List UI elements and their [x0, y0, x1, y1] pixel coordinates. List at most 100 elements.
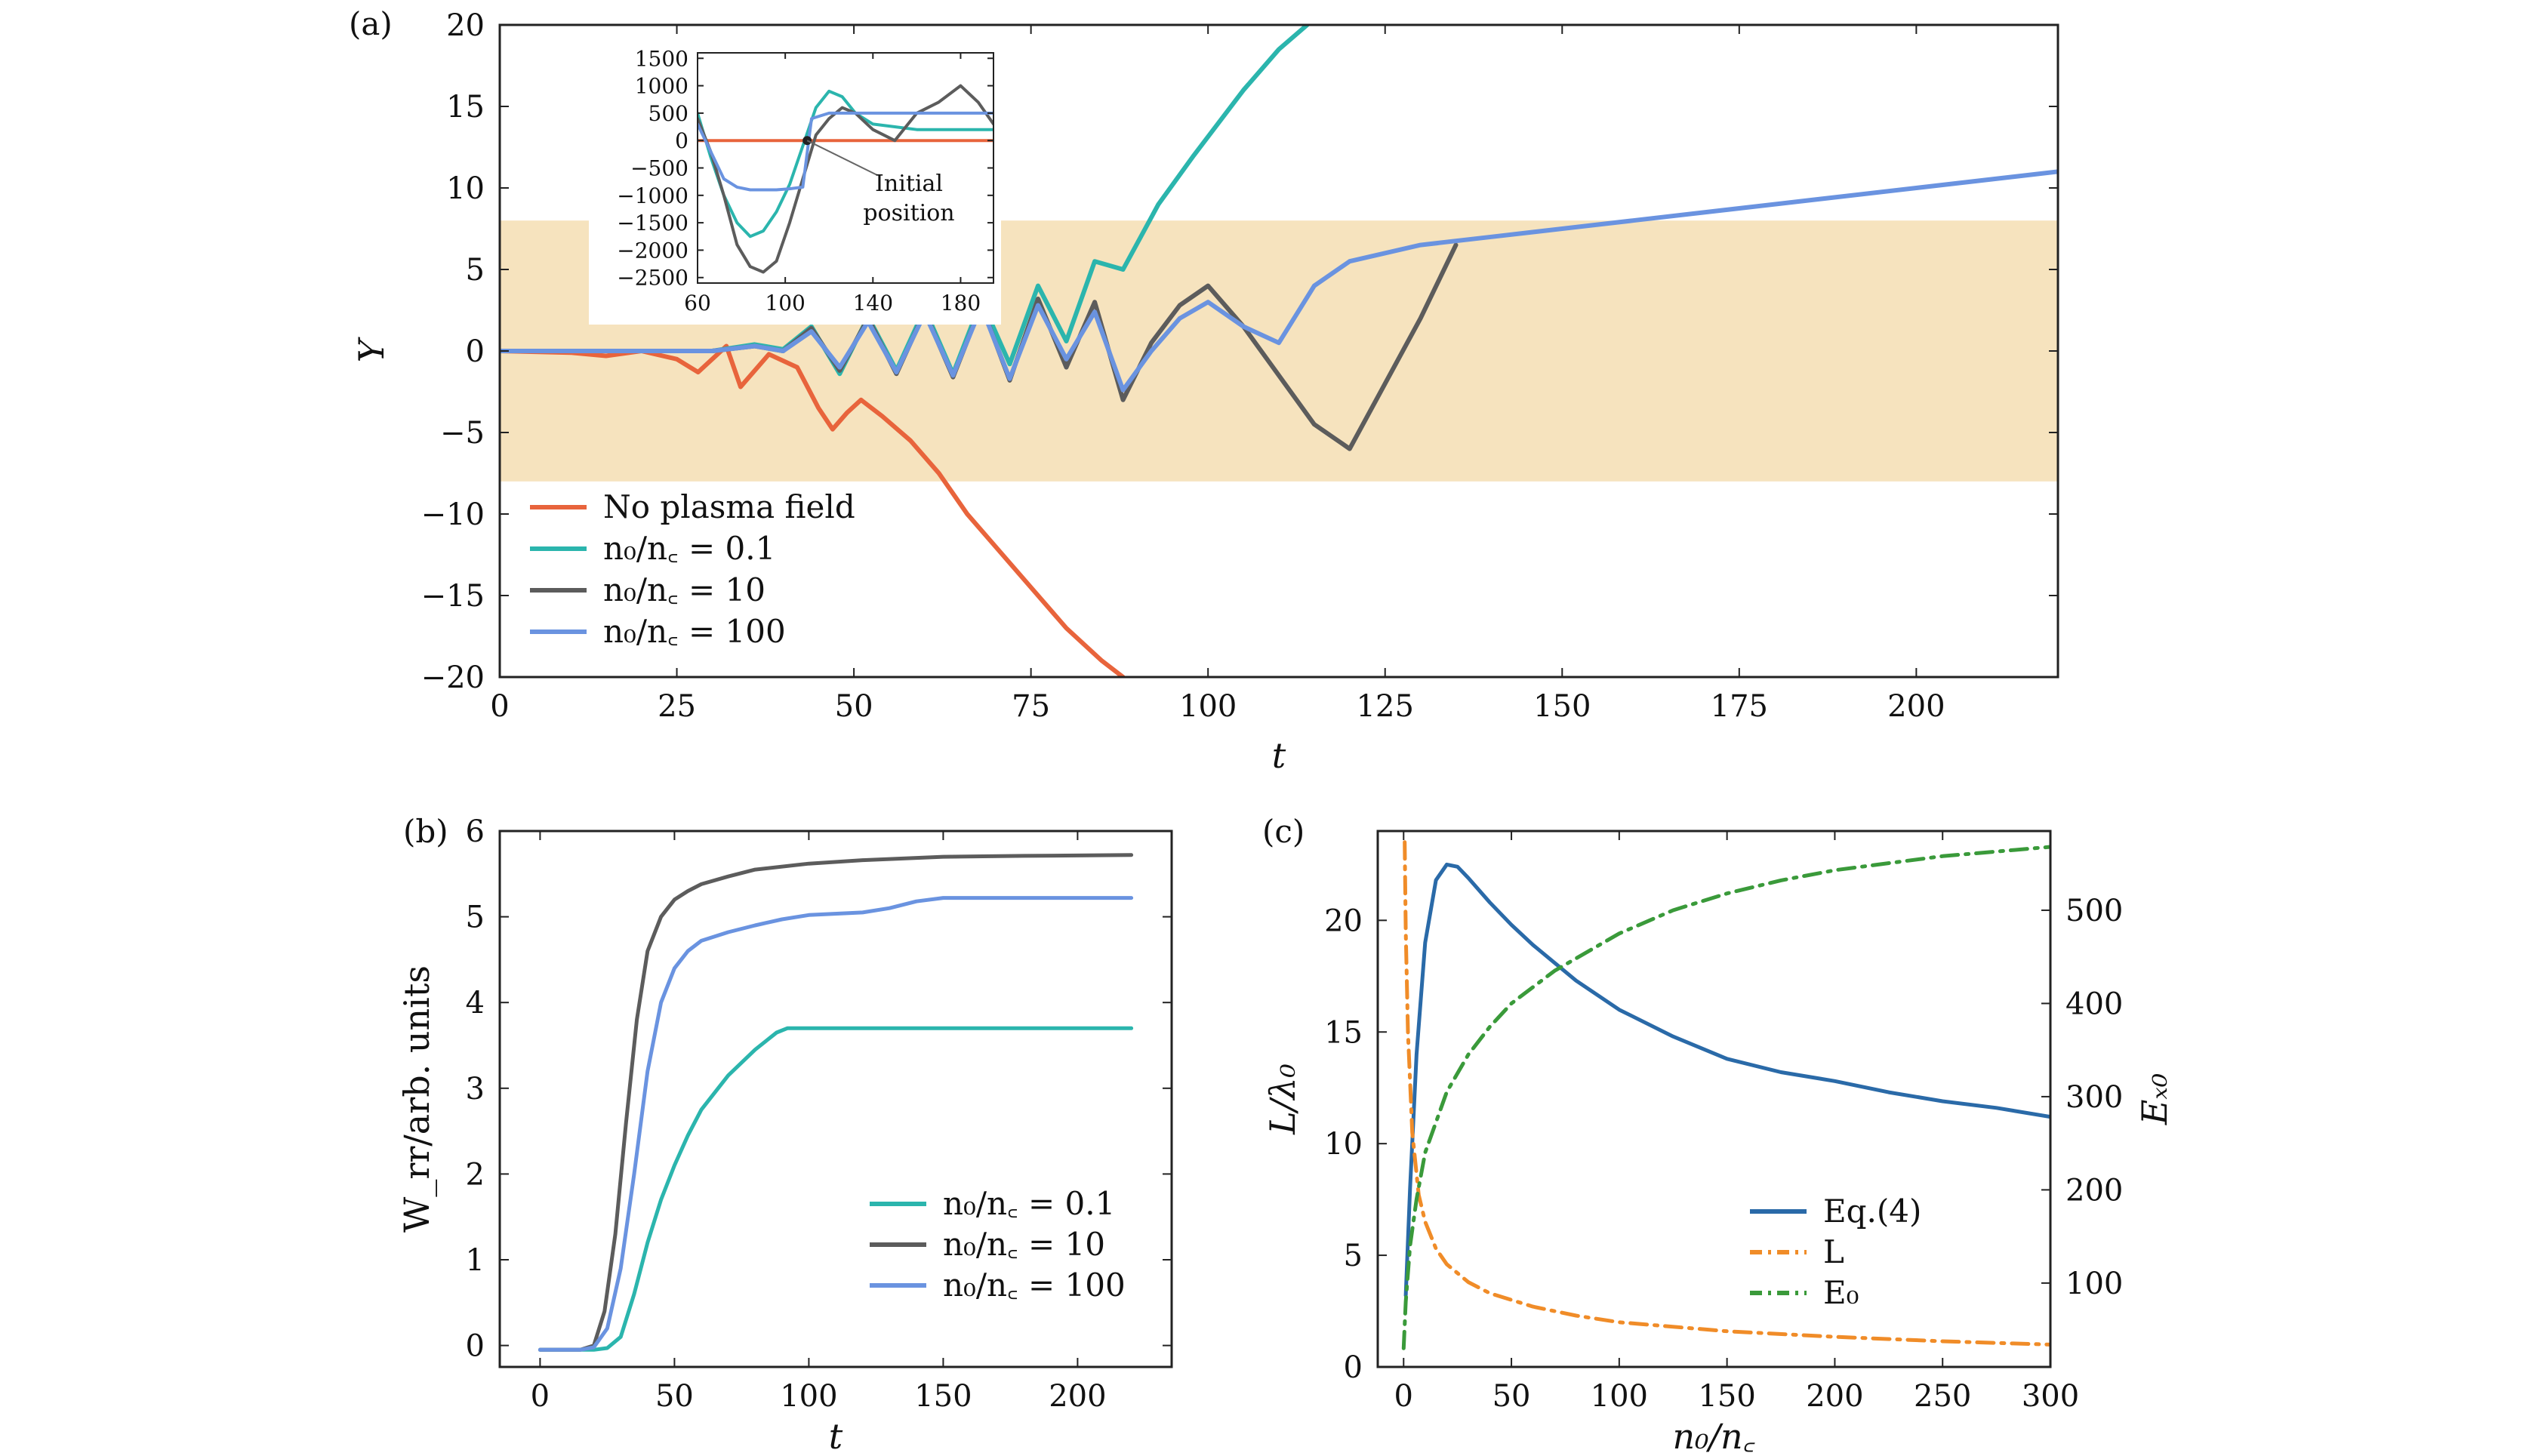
- legend-entry-label: n₀/n꜀ = 100: [603, 613, 786, 650]
- panel-b-legend: n₀/n꜀ = 0.1 n₀/n꜀ = 10 n₀/n꜀ = 100: [870, 1185, 1126, 1304]
- series-line: [698, 111, 993, 192]
- y2-tick-label: 100: [2065, 1267, 2123, 1301]
- y-tick-label: 0: [466, 1329, 485, 1364]
- y-tick-label: 1: [466, 1243, 485, 1278]
- y-tick-label: 0: [675, 128, 688, 153]
- y-tick-label: 15: [446, 90, 485, 125]
- series-line: [1403, 840, 2050, 1347]
- y-tick-label: 1500: [635, 46, 688, 71]
- x-tick-label: 50: [655, 1379, 694, 1414]
- y-tick-label: 2: [466, 1157, 485, 1192]
- y-tick-label: −2500: [617, 266, 688, 291]
- x-tick-label: 50: [1492, 1379, 1531, 1414]
- panel-c-frame: [1376, 830, 2052, 1368]
- y-tick-label: −20: [421, 660, 485, 695]
- y-tick-label: 0: [466, 334, 485, 369]
- x-tick-label: 100: [780, 1379, 837, 1414]
- y-tick-label: 4: [466, 986, 485, 1020]
- x-tick-label: 150: [914, 1379, 972, 1414]
- legend-entry-label: n₀/n꜀ = 100: [943, 1267, 1126, 1304]
- y2-tick-label: 300: [2065, 1080, 2123, 1115]
- legend-entry-label: n₀/n꜀ = 10: [943, 1226, 1105, 1263]
- series-line: [538, 896, 1134, 1352]
- y-tick-label: 5: [1344, 1239, 1363, 1273]
- panel-c-label: (c): [1262, 813, 1305, 850]
- x-tick-label: 0: [531, 1379, 550, 1414]
- y-tick-label: 6: [466, 814, 485, 849]
- initial-position-pointer: [806, 140, 878, 176]
- y-tick-label: 20: [1324, 903, 1363, 938]
- panel-a-legend: No plasma field n₀/n꜀ = 0.1 n₀/n꜀ = 10 n₀/n…: [530, 488, 855, 650]
- y-tick-label: −1000: [617, 183, 688, 208]
- panel-c: 0 50 100 150 200 250 300 0 5 10 15 20 100 200 300 400…: [1262, 813, 2175, 1456]
- y-tick-label: −500: [630, 156, 688, 181]
- y2-tick-label: 200: [2065, 1173, 2123, 1208]
- panel-c-xlabel: n₀/n꜀: [1672, 1416, 1754, 1456]
- legend-entry-label: L: [1823, 1233, 1844, 1270]
- x-tick-label: 140: [853, 291, 893, 316]
- panel-a-yticks: −20 −15 −10 −5 0 5 10 15 20: [421, 8, 2058, 695]
- panel-b-yticks: 0 1 2 3 4 5 6: [466, 814, 1172, 1364]
- y-tick-label: 5: [466, 900, 485, 935]
- initial-position-annotation-line1: Initial: [875, 171, 943, 197]
- x-tick-label: 200: [1887, 689, 1945, 724]
- panel-a-series: [500, 25, 2058, 677]
- legend-entry-label: n₀/n꜀ = 0.1: [943, 1185, 1115, 1222]
- panel-c-y2label: Eₓ₀: [2134, 1073, 2175, 1125]
- x-tick-label: 300: [2022, 1379, 2079, 1414]
- y-tick-label: 5: [466, 253, 485, 288]
- x-tick-label: 200: [1806, 1379, 1863, 1414]
- panel-c-yticks: 0 5 10 15 20: [1324, 903, 1387, 1385]
- inset-background: [589, 44, 1001, 325]
- x-tick-label: 250: [1914, 1379, 1971, 1414]
- panel-b-ylabel: W_rr/arb. units: [396, 965, 437, 1233]
- legend-entry-label: n₀/n꜀ = 0.1: [603, 530, 775, 567]
- y-tick-label: 0: [1344, 1350, 1363, 1385]
- panel-a-label: (a): [349, 5, 393, 42]
- series-line: [500, 343, 1126, 677]
- panel-a-xticks: 0 25 50 75 100 125 150 175 200: [490, 25, 1945, 724]
- y-tick-label: 1000: [635, 74, 688, 99]
- x-tick-label: 50: [835, 689, 873, 724]
- series-line: [538, 853, 1134, 1352]
- panel-b-xlabel: t: [829, 1416, 843, 1456]
- panel-b-series: [538, 853, 1134, 1352]
- legend-entry-label: n₀/n꜀ = 10: [603, 571, 766, 608]
- y-tick-label: 10: [446, 171, 485, 206]
- x-tick-label: 0: [1394, 1379, 1413, 1414]
- panel-a-ylabel: Y: [351, 336, 392, 362]
- x-tick-label: 100: [1591, 1379, 1648, 1414]
- legend-entry-label: E₀: [1823, 1274, 1859, 1311]
- panel-a-xlabel: t: [1272, 735, 1286, 776]
- y-tick-label: 15: [1324, 1015, 1363, 1050]
- x-tick-label: 125: [1357, 689, 1414, 724]
- series-line: [538, 1026, 1134, 1352]
- y-tick-label: 10: [1324, 1127, 1363, 1162]
- panel-c-ylabel: L/λ₀: [1262, 1064, 1303, 1135]
- panel-c-series: [1401, 840, 2050, 1350]
- series-line: [698, 89, 993, 239]
- panel-a: 0 25 50 75 100 125 150 175 200 −20−15−10−5051015…: [349, 5, 2059, 776]
- y-tick-label: −1500: [617, 211, 688, 235]
- x-tick-label: 100: [765, 291, 805, 316]
- y-tick-label: −5: [440, 416, 485, 451]
- panel-c-y2ticks: 100 200 300 400 500: [2041, 894, 2123, 1301]
- x-tick-label: 75: [1012, 689, 1050, 724]
- y-tick-label: 3: [466, 1072, 485, 1107]
- y2-tick-label: 400: [2065, 987, 2123, 1021]
- y-tick-label: −10: [421, 497, 485, 532]
- x-tick-label: 180: [941, 291, 981, 316]
- inset-xticks: 60 100 140 180: [684, 53, 981, 316]
- panel-b-frame: [498, 830, 1173, 1368]
- y2-tick-label: 500: [2065, 894, 2123, 928]
- x-tick-label: 150: [1533, 689, 1591, 724]
- y-tick-label: −15: [421, 579, 485, 614]
- panel-b: 0 50 100 150 200 0 1 2 3 4 5 6 (b) t W_rr/arb. uni…: [396, 813, 1173, 1456]
- inset-series: [698, 84, 993, 274]
- series-line: [500, 169, 2058, 392]
- x-tick-label: 150: [1698, 1379, 1755, 1414]
- series-line: [698, 84, 993, 274]
